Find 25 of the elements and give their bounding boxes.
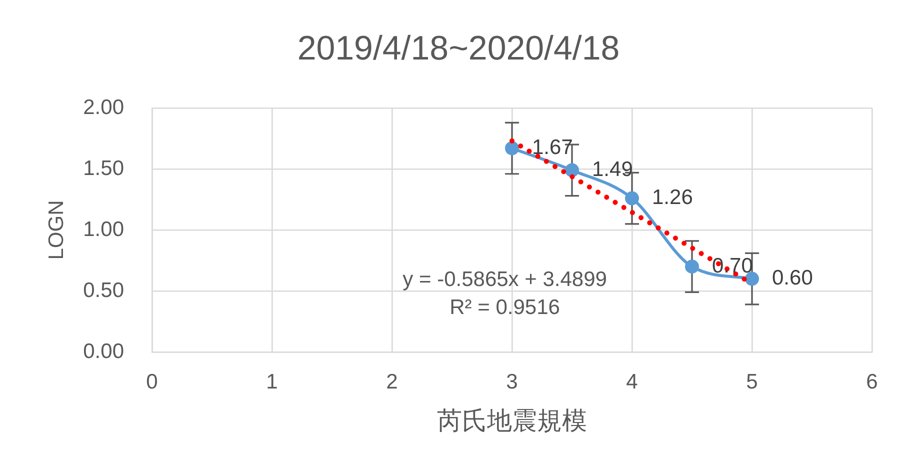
y-tick-label: 0.00 <box>83 340 124 363</box>
point <box>745 272 759 286</box>
x-tick-label: 1 <box>266 370 278 394</box>
data-label: 1.49 <box>592 158 633 182</box>
x-axis-title: 芮氏地震規模 <box>437 406 587 435</box>
point <box>685 260 699 274</box>
y-tick-label: 1.50 <box>83 156 124 180</box>
y-tick-label: 0.50 <box>83 278 124 302</box>
point <box>625 191 639 206</box>
point <box>565 163 579 178</box>
data-label: 1.26 <box>652 186 693 210</box>
x-tick-label: 4 <box>626 370 638 394</box>
x-tick-label: 5 <box>746 370 758 394</box>
annotation: R² = 0.9516 <box>450 296 560 319</box>
y-tick-label: 2.00 <box>83 96 124 119</box>
x-tick-label: 6 <box>866 370 878 394</box>
x-tick-label: 0 <box>146 370 158 394</box>
x-tick-label: 3 <box>506 370 518 394</box>
y-axis-title: LOGN <box>44 200 68 260</box>
x-tick-label: 2 <box>386 370 398 394</box>
chart-title: 2019/4/18~2020/4/18 <box>297 29 620 68</box>
data-label: 0.60 <box>772 266 813 290</box>
annotation: y = -0.5865x + 3.4899 <box>402 268 607 291</box>
point <box>505 141 519 156</box>
y-tick-label: 1.00 <box>83 218 124 241</box>
